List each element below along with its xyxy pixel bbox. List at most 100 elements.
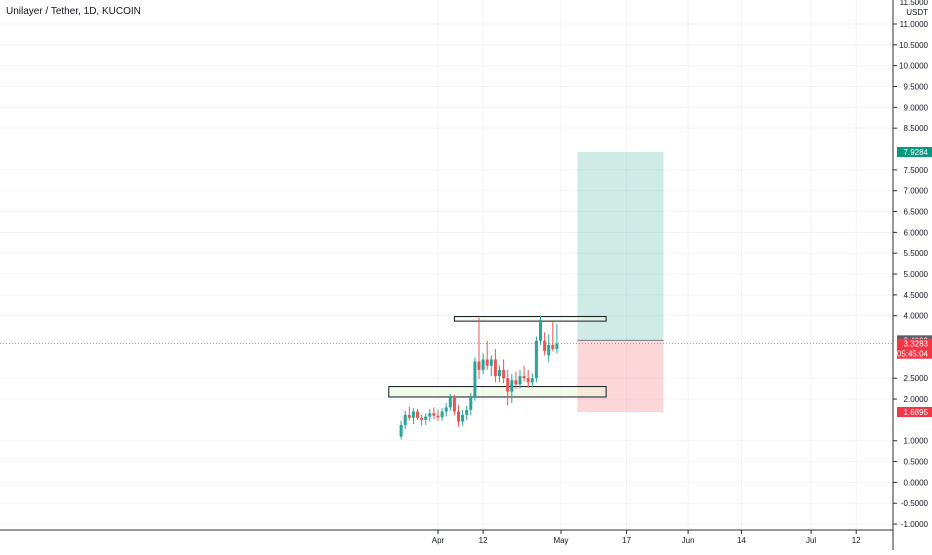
candle-body <box>403 414 407 425</box>
candle <box>534 336 538 383</box>
candle <box>530 373 534 388</box>
price-tick-label: 1.0000 <box>904 437 929 446</box>
candle-body <box>493 359 497 377</box>
candle-body <box>555 343 559 350</box>
candle-body <box>502 369 506 379</box>
candle-body <box>424 416 428 420</box>
candle <box>461 409 465 426</box>
price-tick-label: 0.5000 <box>904 458 929 467</box>
long-position-tool[interactable] <box>577 152 664 412</box>
candle <box>448 394 452 411</box>
price-axis[interactable]: 11.0000 10.5000 10.0000 9.5000 9.0000 8.5000 7… <box>892 0 932 550</box>
time-axis[interactable]: Apr 12 May 17 Jun 14 Jul 12 <box>0 529 893 545</box>
candle <box>399 420 403 440</box>
candle <box>424 413 428 425</box>
price-tick-label: -1.0000 <box>901 520 929 529</box>
candle <box>510 374 514 404</box>
candle-body <box>428 413 432 417</box>
candle <box>403 410 407 430</box>
price-tick-label: 6.5000 <box>904 208 929 217</box>
candle-body <box>477 361 481 370</box>
loss-zone[interactable] <box>577 340 664 412</box>
candle-body <box>551 344 555 350</box>
time-tick-label: 12 <box>852 536 861 545</box>
candle <box>514 371 518 389</box>
price-tick-label: 6.0000 <box>904 228 929 237</box>
price-tick-label: 7.0000 <box>904 187 929 196</box>
candle <box>407 406 411 421</box>
candle <box>436 409 440 421</box>
candle-body <box>420 417 424 420</box>
time-tick-label: Jul <box>806 536 816 545</box>
candle-body <box>498 369 501 377</box>
profit-zone[interactable] <box>577 152 664 341</box>
price-tick-label: 4.0000 <box>904 312 929 321</box>
target-price-badge <box>897 147 932 157</box>
price-tick-label: 11.0000 <box>900 20 929 29</box>
time-tick-label: 12 <box>479 536 488 545</box>
price-tick-label: 9.0000 <box>904 103 929 112</box>
candle-body <box>407 414 411 418</box>
candle <box>477 317 481 380</box>
time-tick-label: May <box>553 536 568 545</box>
stop-price-badge <box>897 407 932 417</box>
price-tick-label: 10.5000 <box>899 41 928 50</box>
candle <box>502 359 506 384</box>
time-tick-label: Jun <box>682 536 695 545</box>
candle-body <box>411 411 415 418</box>
price-axis-bg <box>893 0 932 550</box>
candle <box>473 357 477 401</box>
candle-body <box>440 411 444 418</box>
candle-body <box>399 424 403 437</box>
candle <box>452 394 456 415</box>
candle-body <box>514 380 518 385</box>
candle <box>485 340 489 370</box>
zone-rectangles[interactable] <box>388 316 607 398</box>
candle <box>420 414 424 426</box>
price-tick-label: 10.0000 <box>899 62 928 71</box>
candle-body <box>485 359 489 366</box>
price-tick-label: 9.5000 <box>904 83 929 92</box>
price-tick-label: 8.5000 <box>904 124 929 133</box>
price-tick-label: 2.5000 <box>904 374 929 383</box>
candle <box>506 369 510 406</box>
support-zone[interactable] <box>388 386 607 398</box>
candle-body <box>452 396 456 412</box>
candle-body <box>457 411 460 422</box>
candle-body <box>506 378 510 392</box>
price-tick-label: 5.0000 <box>904 270 929 279</box>
candle-body <box>510 380 514 392</box>
candle-body <box>534 340 538 379</box>
resistance-zone[interactable] <box>453 316 607 322</box>
candle <box>428 409 432 422</box>
candle <box>465 405 469 420</box>
candle <box>522 365 526 382</box>
candle <box>555 324 559 354</box>
candle <box>543 332 547 356</box>
candle-body <box>436 415 440 418</box>
time-tick-label: Apr <box>432 536 445 545</box>
candle-body <box>518 376 522 385</box>
grid-lines <box>0 0 893 530</box>
candle <box>416 409 419 420</box>
candle <box>481 353 485 375</box>
stop-price-badge-value: 1.6895 <box>904 408 929 417</box>
candle <box>526 369 530 388</box>
candle <box>440 408 444 421</box>
time-tick-label: 14 <box>737 536 746 545</box>
currency-label: USDT <box>906 8 928 17</box>
candle <box>539 315 542 345</box>
last-price-badge-value: 3.3283 <box>904 340 929 349</box>
candle-body <box>416 411 419 418</box>
candle-body <box>543 340 547 352</box>
candle <box>518 369 522 389</box>
price-tick-label: 7.5000 <box>904 166 929 175</box>
candle <box>457 404 460 427</box>
candle <box>411 408 415 425</box>
candle <box>469 393 473 415</box>
chart-title: Unilayer / Tether, 1D, KUCOIN <box>6 6 141 17</box>
candle <box>551 321 555 352</box>
price-tick-label: -0.5000 <box>901 499 929 508</box>
